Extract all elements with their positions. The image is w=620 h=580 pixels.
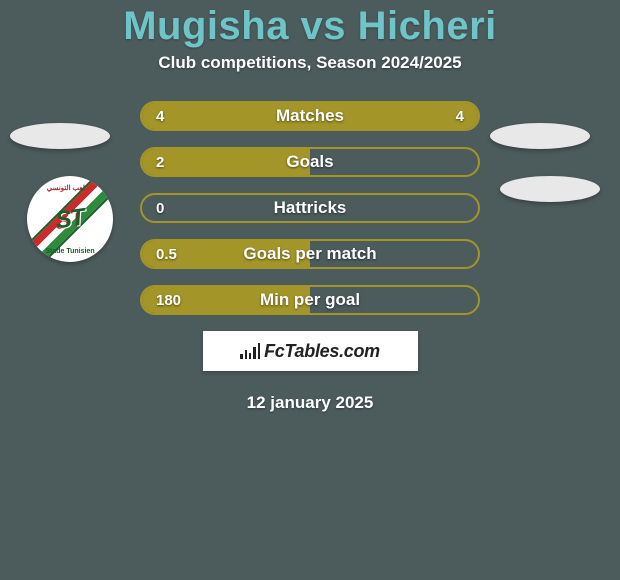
stat-row: Goals2 (140, 147, 480, 177)
stat-fill-left (142, 103, 310, 129)
bar-icon-bar (249, 353, 251, 359)
fctables-attribution[interactable]: FcTables.com (203, 331, 418, 371)
stat-fill-left (142, 149, 310, 175)
stat-value-right: 4 (456, 103, 464, 129)
stat-row: Hattricks0 (140, 193, 480, 223)
bar-icon-bar (253, 347, 255, 359)
fctables-label-wrap: FcTables.com (240, 341, 380, 362)
stat-row: Goals per match0.5 (140, 239, 480, 269)
stat-value-left: 2 (156, 149, 164, 175)
stat-value-left: 4 (156, 103, 164, 129)
comparison-card: Mugisha vs Hicheri Club competitions, Se… (0, 0, 620, 580)
fctables-label: FcTables.com (264, 341, 380, 362)
stat-value-left: 180 (156, 287, 181, 313)
page-title: Mugisha vs Hicheri (0, 4, 620, 49)
stat-value-left: 0 (156, 195, 164, 221)
stat-value-left: 0.5 (156, 241, 177, 267)
stat-fill-right (310, 103, 478, 129)
bar-chart-icon (240, 343, 260, 359)
date-line: 12 january 2025 (0, 393, 620, 413)
stat-row: Matches44 (140, 101, 480, 131)
subtitle: Club competitions, Season 2024/2025 (0, 53, 620, 73)
stat-label: Hattricks (142, 195, 478, 221)
bar-icon-bar (258, 343, 260, 359)
bar-icon-bar (240, 354, 242, 359)
bar-icon-bar (245, 350, 247, 359)
stat-row: Min per goal180 (140, 285, 480, 315)
stats-area: Matches44Goals2Hattricks0Goals per match… (0, 101, 620, 315)
